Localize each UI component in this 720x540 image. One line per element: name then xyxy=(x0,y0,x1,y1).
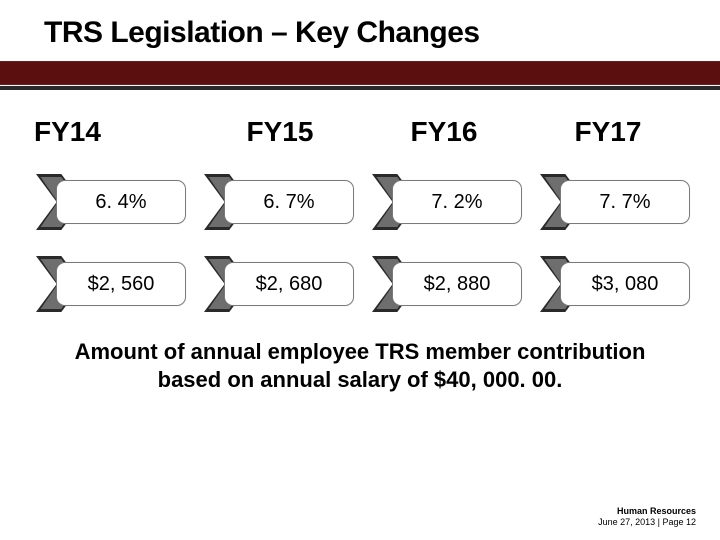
amount-row: $2, 560 $2, 680 $2, 880 xyxy=(30,256,690,312)
rate-cell: 6. 7% xyxy=(198,174,354,230)
title-bar: TRS Legislation – Key Changes xyxy=(0,0,720,60)
col-header: FY14 xyxy=(30,116,198,148)
amount-pill: $2, 560 xyxy=(56,262,186,306)
rate-pill: 6. 7% xyxy=(224,180,354,224)
column-headers: FY14 FY15 FY16 FY17 xyxy=(30,116,690,148)
amount-pill: $2, 880 xyxy=(392,262,522,306)
caption-text: Amount of annual employee TRS member con… xyxy=(30,338,690,393)
footer-line1: Human Resources xyxy=(598,506,696,517)
amount-pill: $2, 680 xyxy=(224,262,354,306)
footer: Human Resources June 27, 2013 | Page 12 xyxy=(598,506,696,529)
amount-cell: $2, 680 xyxy=(198,256,354,312)
col-header: FY15 xyxy=(198,116,362,148)
amount-cell: $3, 080 xyxy=(534,256,690,312)
rate-pill: 6. 4% xyxy=(56,180,186,224)
slide: TRS Legislation – Key Changes FY14 FY15 … xyxy=(0,0,720,540)
divider-stripe xyxy=(0,60,720,86)
slide-title: TRS Legislation – Key Changes xyxy=(44,16,720,50)
amount-cell: $2, 880 xyxy=(366,256,522,312)
amount-pill: $3, 080 xyxy=(560,262,690,306)
content-area: FY14 FY15 FY16 FY17 6. 4% xyxy=(0,86,720,393)
rate-pill: 7. 7% xyxy=(560,180,690,224)
rate-cell: 7. 7% xyxy=(534,174,690,230)
rate-row: 6. 4% 6. 7% 7. 2% xyxy=(30,174,690,230)
footer-line2: June 27, 2013 | Page 12 xyxy=(598,517,696,528)
rate-pill: 7. 2% xyxy=(392,180,522,224)
rate-cell: 7. 2% xyxy=(366,174,522,230)
col-header: FY16 xyxy=(362,116,526,148)
col-header: FY17 xyxy=(526,116,690,148)
amount-cell: $2, 560 xyxy=(30,256,186,312)
rate-cell: 6. 4% xyxy=(30,174,186,230)
